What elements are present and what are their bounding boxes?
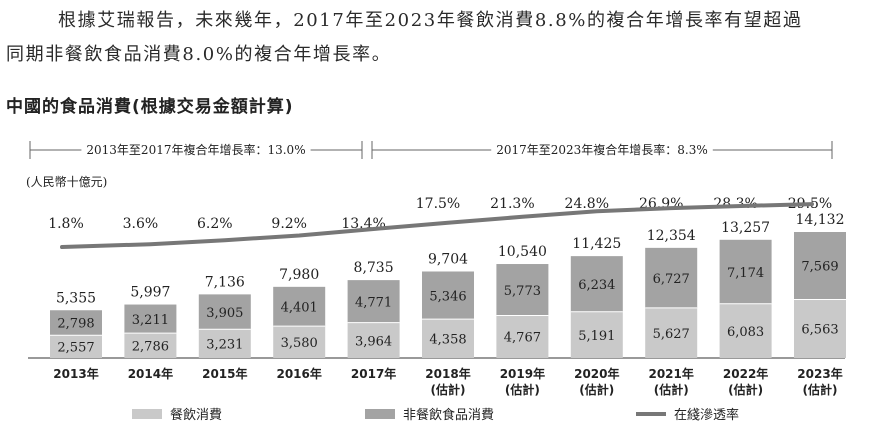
bar-nondining-2 xyxy=(124,304,177,334)
tick-label-4: 2016年 xyxy=(276,366,321,381)
label-penetration-2: 3.6% xyxy=(123,216,159,232)
legend-label-nondining: 非餐飲食品消費 xyxy=(403,407,494,423)
intro-paragraph-line-2: 同期非餐飲食品消費8.0%的複合年增長率。 xyxy=(6,44,392,65)
tick-note-11: (估計) xyxy=(803,382,838,397)
tick-label-11: 2023年 xyxy=(797,366,842,381)
tick-note-7: (估計) xyxy=(505,382,540,397)
label-nondining-11: 7,569 xyxy=(801,260,838,275)
tick-label-2: 2014年 xyxy=(128,366,173,381)
label-total-3: 7,136 xyxy=(205,274,245,290)
bar-dining-6 xyxy=(422,319,474,358)
label-dining-2: 2,786 xyxy=(132,340,169,355)
label-total-2: 5,997 xyxy=(130,285,170,301)
bar-nondining-6 xyxy=(422,271,474,320)
bar-dining-5 xyxy=(347,322,400,358)
label-dining-9: 5,627 xyxy=(653,327,690,342)
bar-dining-10 xyxy=(719,303,772,358)
bar-nondining-1 xyxy=(50,310,102,336)
bar-dining-4 xyxy=(273,326,326,358)
label-penetration-1: 1.8% xyxy=(48,216,84,232)
label-nondining-9: 6,727 xyxy=(653,272,690,287)
tick-label-6: 2018年 xyxy=(425,366,470,381)
label-dining-6: 4,358 xyxy=(429,333,466,348)
label-dining-10: 6,083 xyxy=(727,325,764,340)
tick-label-8: 2020年 xyxy=(574,366,619,381)
chart-title: 中國的食品消費(根據交易金額計算) xyxy=(6,97,294,117)
label-penetration-6: 17.5% xyxy=(416,196,460,212)
unit-label: (人民幣十億元) xyxy=(26,175,107,189)
tick-note-6: (估計) xyxy=(431,382,466,397)
label-total-4: 7,980 xyxy=(279,267,319,283)
label-nondining-7: 5,773 xyxy=(504,284,541,299)
label-total-11: 14,132 xyxy=(796,212,845,228)
bar-dining-11 xyxy=(794,299,846,358)
label-dining-5: 3,964 xyxy=(355,334,392,349)
bar-nondining-8 xyxy=(570,256,623,312)
label-nondining-10: 7,174 xyxy=(727,266,764,281)
label-nondining-6: 5,346 xyxy=(429,289,466,304)
legend-label-penetration: 在綫滲透率 xyxy=(674,407,739,423)
bar-nondining-3 xyxy=(198,294,251,330)
tick-label-9: 2021年 xyxy=(648,366,693,381)
label-nondining-5: 4,771 xyxy=(355,295,392,310)
label-penetration-7: 21.3% xyxy=(490,196,534,212)
label-total-6: 9,704 xyxy=(428,251,468,267)
label-dining-11: 6,563 xyxy=(801,323,838,338)
bar-nondining-11 xyxy=(794,232,846,300)
bar-nondining-7 xyxy=(496,264,549,316)
span-label-1: 2013年至2017年複合年增長率：13.0% xyxy=(86,142,305,157)
label-total-7: 10,540 xyxy=(498,244,547,260)
tick-note-10: (估計) xyxy=(728,382,763,397)
bar-dining-9 xyxy=(645,307,698,358)
label-penetration-3: 6.2% xyxy=(197,216,233,232)
legend-swatch-dining xyxy=(132,409,162,419)
bar-dining-2 xyxy=(124,333,177,358)
bar-nondining-5 xyxy=(347,280,400,323)
label-dining-1: 2,557 xyxy=(57,341,94,356)
bar-nondining-9 xyxy=(645,247,698,308)
bar-dining-7 xyxy=(496,315,549,358)
bar-nondining-10 xyxy=(719,239,772,304)
label-nondining-2: 3,211 xyxy=(132,313,169,328)
label-dining-8: 5,191 xyxy=(578,329,615,344)
label-penetration-8: 24.8% xyxy=(565,196,609,212)
label-dining-3: 3,231 xyxy=(206,338,243,353)
label-total-5: 8,735 xyxy=(354,260,394,276)
label-nondining-4: 4,401 xyxy=(281,300,318,315)
label-nondining-8: 6,234 xyxy=(578,278,615,293)
bar-dining-3 xyxy=(198,329,251,358)
penetration-line xyxy=(60,202,814,249)
span-label-2: 2017年至2023年複合年增長率：8.3% xyxy=(496,142,708,157)
tick-label-7: 2019年 xyxy=(500,366,545,381)
label-nondining-1: 2,798 xyxy=(57,317,94,332)
label-total-1: 5,355 xyxy=(56,290,96,306)
label-total-9: 12,354 xyxy=(647,228,696,244)
bar-dining-8 xyxy=(570,311,623,358)
tick-label-3: 2015年 xyxy=(202,366,247,381)
tick-label-5: 2017年 xyxy=(351,366,396,381)
bar-dining-1 xyxy=(50,335,102,358)
tick-label-10: 2022年 xyxy=(723,366,768,381)
label-total-8: 11,425 xyxy=(572,236,621,252)
legend-swatch-nondining xyxy=(365,409,395,419)
label-dining-4: 3,580 xyxy=(281,336,318,351)
tick-note-8: (估計) xyxy=(579,382,614,397)
tick-label-1: 2013年 xyxy=(53,366,98,381)
label-nondining-3: 3,905 xyxy=(206,306,243,321)
bar-nondining-4 xyxy=(273,286,326,327)
intro-paragraph-line-1: 根據艾瑞報告，未來幾年，2017年至2023年餐飲消費8.8%的複合年增長率有望… xyxy=(58,10,803,31)
label-penetration-4: 9.2% xyxy=(271,216,307,232)
label-dining-7: 4,767 xyxy=(504,331,541,346)
label-total-10: 13,257 xyxy=(721,220,770,236)
legend-label-dining: 餐飲消費 xyxy=(170,407,222,423)
tick-note-9: (估計) xyxy=(654,382,689,397)
